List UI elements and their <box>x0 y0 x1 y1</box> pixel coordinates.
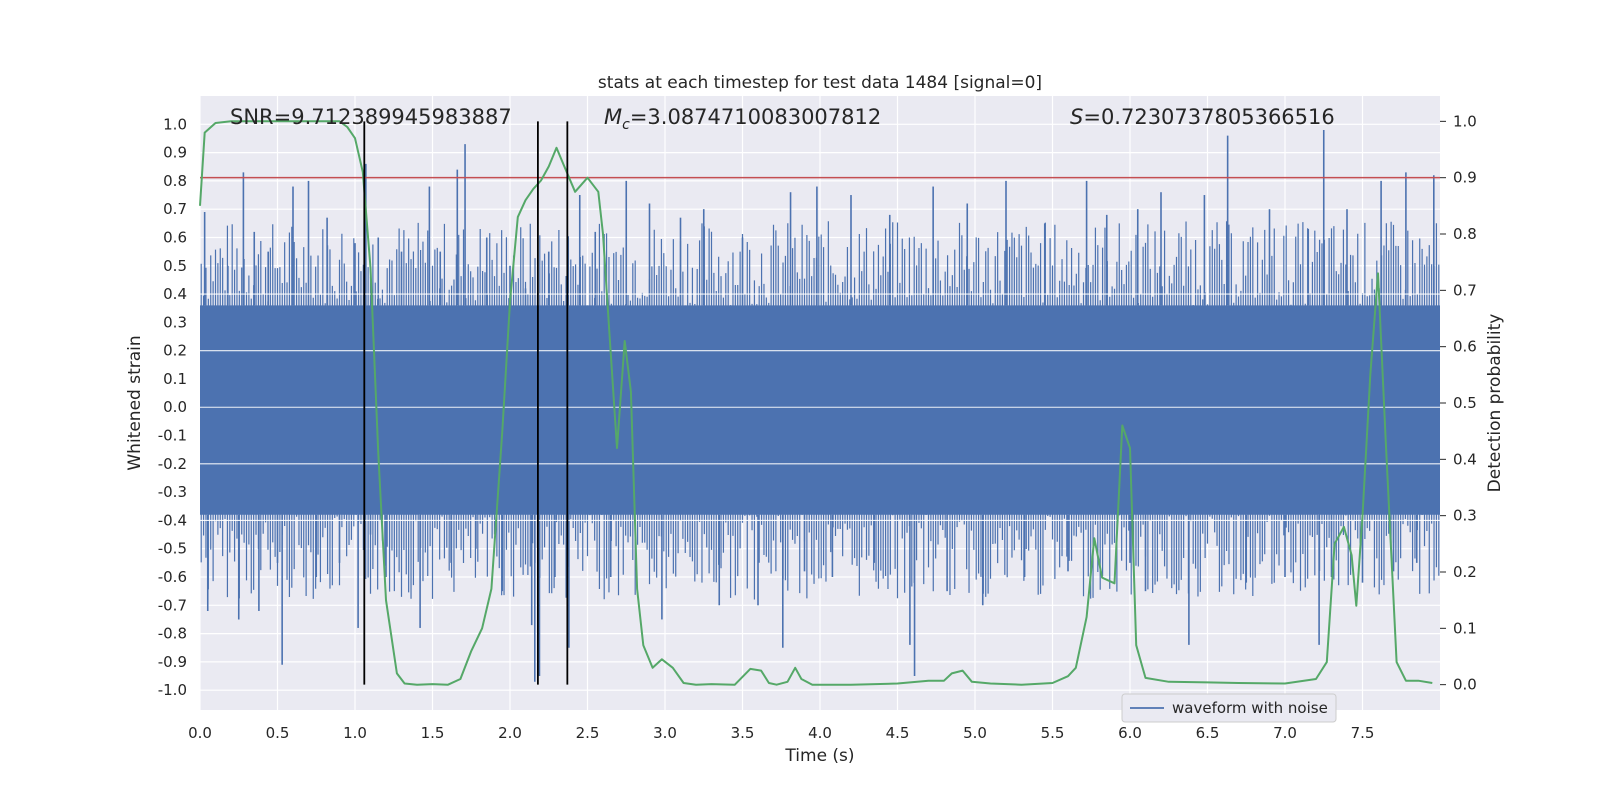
y-left-axis-ticks: 1.0 0.9 0.8 0.7 0.6 0.5 0.4 0.3 0.2 0.1 0.0 -0.1 -0.… <box>158 115 187 699</box>
y-left-tick-label: -0.4 <box>158 511 187 529</box>
y-left-tick-label: 0.8 <box>163 172 187 190</box>
score-symbol: S <box>1070 105 1083 129</box>
x-tick-label: 1.0 <box>343 724 367 742</box>
y-axis-label-left: Whitened strain <box>125 335 145 470</box>
y-right-tick-label: 1.0 <box>1453 112 1477 130</box>
y-right-tick-label: 0.9 <box>1453 169 1477 187</box>
y-left-tick-label: 0.3 <box>163 313 187 331</box>
y-right-tick-label: 0.3 <box>1453 507 1477 525</box>
y-left-tick-label: 0.4 <box>163 285 187 303</box>
x-tick-label: 5.0 <box>963 724 987 742</box>
y-left-tick-label: -0.6 <box>158 568 187 586</box>
y-left-tick-label: 0.0 <box>163 398 187 416</box>
y-left-tick-label: -0.1 <box>158 427 187 445</box>
x-tick-label: 6.5 <box>1196 724 1220 742</box>
x-tick-label: 3.5 <box>731 724 755 742</box>
x-tick-label: 2.0 <box>498 724 522 742</box>
x-tick-label: 4.5 <box>886 724 910 742</box>
y-left-tick-label: 0.1 <box>163 370 187 388</box>
y-left-tick-label: 0.7 <box>163 200 187 218</box>
y-right-tick-label: 0.0 <box>1453 676 1477 694</box>
probability-line <box>199 120 1433 686</box>
x-tick-label: 7.5 <box>1351 724 1375 742</box>
y-left-tick-label: 0.6 <box>163 228 187 246</box>
x-tick-label: 5.5 <box>1041 724 1065 742</box>
x-tick-label: 2.5 <box>576 724 600 742</box>
chirp-mass-annotation: Mc=3.0874710083007812 <box>604 105 881 133</box>
probability-series <box>199 120 1433 686</box>
x-tick-label: 4.0 <box>808 724 832 742</box>
x-tick-label: 0.5 <box>266 724 290 742</box>
chirp-mass-subscript: c <box>622 117 630 133</box>
legend-label: waveform with noise <box>1172 699 1328 717</box>
legend-box <box>1121 693 1337 723</box>
x-tick-label: 0.0 <box>188 724 212 742</box>
y-right-tick-label: 0.4 <box>1453 450 1477 468</box>
event-lines <box>363 121 569 685</box>
waveform-series <box>200 129 1440 682</box>
y-left-tick-label: -0.8 <box>158 625 187 643</box>
x-axis-ticks: 0.0 0.5 1.0 1.5 2.0 2.5 3.0 3.5 4.0 4.5 5.0 5.5 6.0 6… <box>188 724 1374 742</box>
y-left-tick-label: -0.3 <box>158 483 187 501</box>
y-right-tick-label: 0.5 <box>1453 394 1477 412</box>
legend: waveform with noise <box>1121 693 1337 723</box>
waveform-noise-band <box>200 305 1440 515</box>
y-left-tick-label: 0.5 <box>163 257 187 275</box>
y-left-tick-label: -0.9 <box>158 653 187 671</box>
y-right-tick-label: 0.1 <box>1453 619 1477 637</box>
x-tick-label: 7.0 <box>1273 724 1297 742</box>
y-right-axis-ticks: 1.0 0.9 0.8 0.7 0.6 0.5 0.4 0.3 0.2 0.1 0.0 <box>1440 112 1477 694</box>
snr-annotation: SNR=9.712389945983887 <box>230 105 512 129</box>
y-right-tick-label: 0.2 <box>1453 563 1477 581</box>
chirp-mass-symbol: M <box>604 105 622 129</box>
x-tick-label: 3.0 <box>653 724 677 742</box>
y-axis-label-right: Detection probability <box>1485 314 1505 493</box>
y-right-tick-label: 0.6 <box>1453 338 1477 356</box>
y-right-tick-label: 0.8 <box>1453 225 1477 243</box>
y-left-tick-label: 1.0 <box>163 115 187 133</box>
y-left-tick-label: -0.2 <box>158 455 187 473</box>
chirp-mass-value: =3.0874710083007812 <box>630 105 881 129</box>
chart-title: stats at each timestep for test data 148… <box>598 73 1042 93</box>
y-left-tick-label: 0.9 <box>163 144 187 162</box>
y-left-tick-label: -0.5 <box>158 540 187 558</box>
x-tick-label: 6.0 <box>1118 724 1142 742</box>
y-left-tick-label: -0.7 <box>158 596 187 614</box>
score-value: =0.7230737805366516 <box>1083 105 1334 129</box>
y-right-tick-label: 0.7 <box>1453 281 1477 299</box>
y-left-tick-label: -1.0 <box>158 681 187 699</box>
x-axis-label: Time (s) <box>784 746 854 766</box>
y-left-tick-label: 0.2 <box>163 342 187 360</box>
x-tick-label: 1.5 <box>421 724 445 742</box>
score-annotation: S=0.7230737805366516 <box>1070 105 1335 129</box>
